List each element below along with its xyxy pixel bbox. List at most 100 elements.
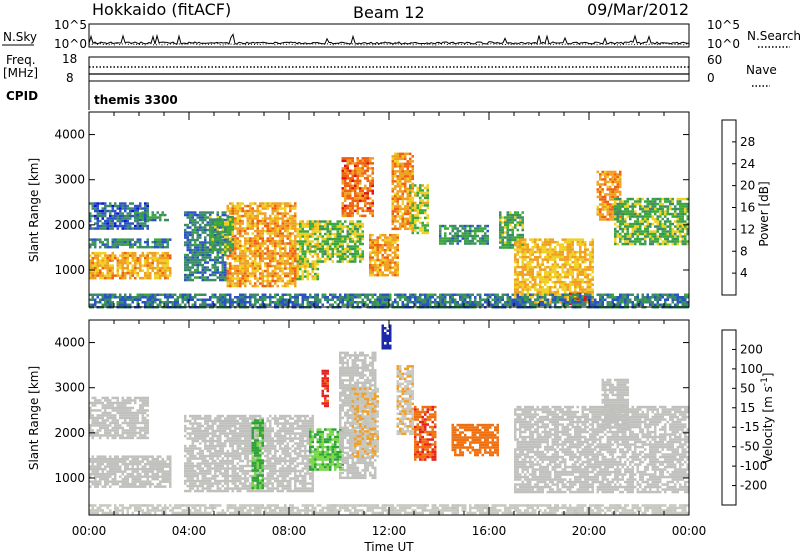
data-cell: [239, 247, 242, 250]
data-cell: [349, 235, 352, 238]
data-cell: [279, 298, 282, 301]
data-cell: [394, 170, 397, 173]
data-cell: [394, 253, 397, 257]
data-cell: [236, 217, 239, 220]
data-cell: [144, 303, 147, 306]
data-cell: [349, 182, 352, 185]
data-cell: [391, 182, 394, 186]
data-cell: [194, 241, 197, 244]
data-cell: [226, 215, 229, 219]
data-cell: [676, 215, 679, 218]
data-cell: [339, 230, 342, 233]
data-cell: [686, 215, 689, 218]
data-cell: [301, 235, 304, 238]
data-cell: [241, 303, 244, 306]
data-cell: [219, 241, 222, 244]
data-cell: [599, 175, 602, 179]
data-cell: [316, 296, 319, 299]
data-cell: [589, 255, 592, 259]
data-cell: [536, 250, 539, 254]
data-cell: [509, 236, 512, 239]
data-cell: [526, 265, 529, 269]
data-cell: [129, 217, 132, 220]
data-cell: [419, 229, 422, 232]
data-cell: [361, 192, 364, 195]
data-cell: [106, 271, 109, 275]
data-cell: [566, 270, 569, 274]
data-cell: [271, 232, 274, 235]
data-cell: [529, 265, 532, 269]
data-cell: [459, 229, 462, 233]
data-cell: [534, 243, 537, 246]
data-cell: [329, 237, 332, 241]
data-cell: [196, 236, 199, 239]
data-cell: [506, 213, 509, 217]
data-cell: [356, 250, 359, 253]
data-cell: [244, 227, 247, 230]
data-cell: [609, 188, 612, 191]
data-cell: [294, 249, 297, 253]
data-cell: [136, 213, 139, 217]
data-cell: [321, 252, 324, 256]
data-cell: [524, 240, 527, 244]
data-cell: [214, 268, 217, 272]
data-cell: [289, 204, 292, 208]
data-cell: [234, 212, 237, 215]
data-cell: [271, 227, 274, 230]
data-cell: [269, 234, 272, 238]
data-cell: [129, 238, 132, 241]
data-cell: [404, 155, 407, 158]
data-cell: [104, 202, 107, 205]
data-cell: [526, 283, 529, 286]
data-cell: [581, 288, 584, 291]
data-cell: [499, 231, 502, 234]
data-cell: [209, 296, 212, 299]
data-cell: [611, 203, 614, 206]
data-cell: [264, 229, 267, 233]
data-cell: [251, 207, 254, 210]
data-cell: [676, 207, 679, 211]
data-cell: [349, 172, 352, 175]
data-cell: [149, 296, 152, 299]
scatter-region: [614, 197, 689, 246]
data-cell: [294, 254, 297, 258]
data-cell: [194, 248, 197, 252]
data-cell: [199, 303, 202, 306]
data-cell: [311, 250, 314, 253]
data-cell: [154, 254, 157, 257]
data-cell: [399, 182, 402, 186]
data-cell: [349, 157, 352, 160]
data-cell: [281, 222, 284, 225]
data-cell: [564, 255, 567, 259]
data-cell: [159, 240, 162, 244]
data-cell: [191, 261, 194, 264]
data-cell: [401, 200, 404, 203]
data-cell: [266, 227, 269, 230]
data-cell: [351, 169, 354, 173]
data-cell: [349, 194, 352, 198]
data-cell: [199, 243, 202, 247]
data-cell: [276, 217, 279, 220]
data-cell: [291, 282, 294, 285]
data-cell: [311, 240, 314, 243]
data-cell: [659, 210, 662, 213]
data-cell: [674, 207, 677, 211]
data-cell: [209, 298, 212, 301]
data-cell: [409, 216, 412, 220]
data-cell: [321, 245, 324, 248]
noise-panel: [88, 23, 690, 48]
data-cell: [399, 205, 402, 208]
data-cell: [586, 300, 589, 304]
data-cell: [284, 222, 287, 225]
data-cell: [391, 175, 394, 178]
data-cell: [124, 224, 127, 228]
data-cell: [554, 290, 557, 294]
data-cell: [314, 298, 317, 301]
data-cell: [236, 267, 239, 270]
data-cell: [396, 261, 399, 264]
data-cell: [294, 229, 297, 233]
data-cell: [654, 207, 657, 211]
data-cell: [341, 225, 344, 228]
data-cell: [409, 212, 412, 216]
